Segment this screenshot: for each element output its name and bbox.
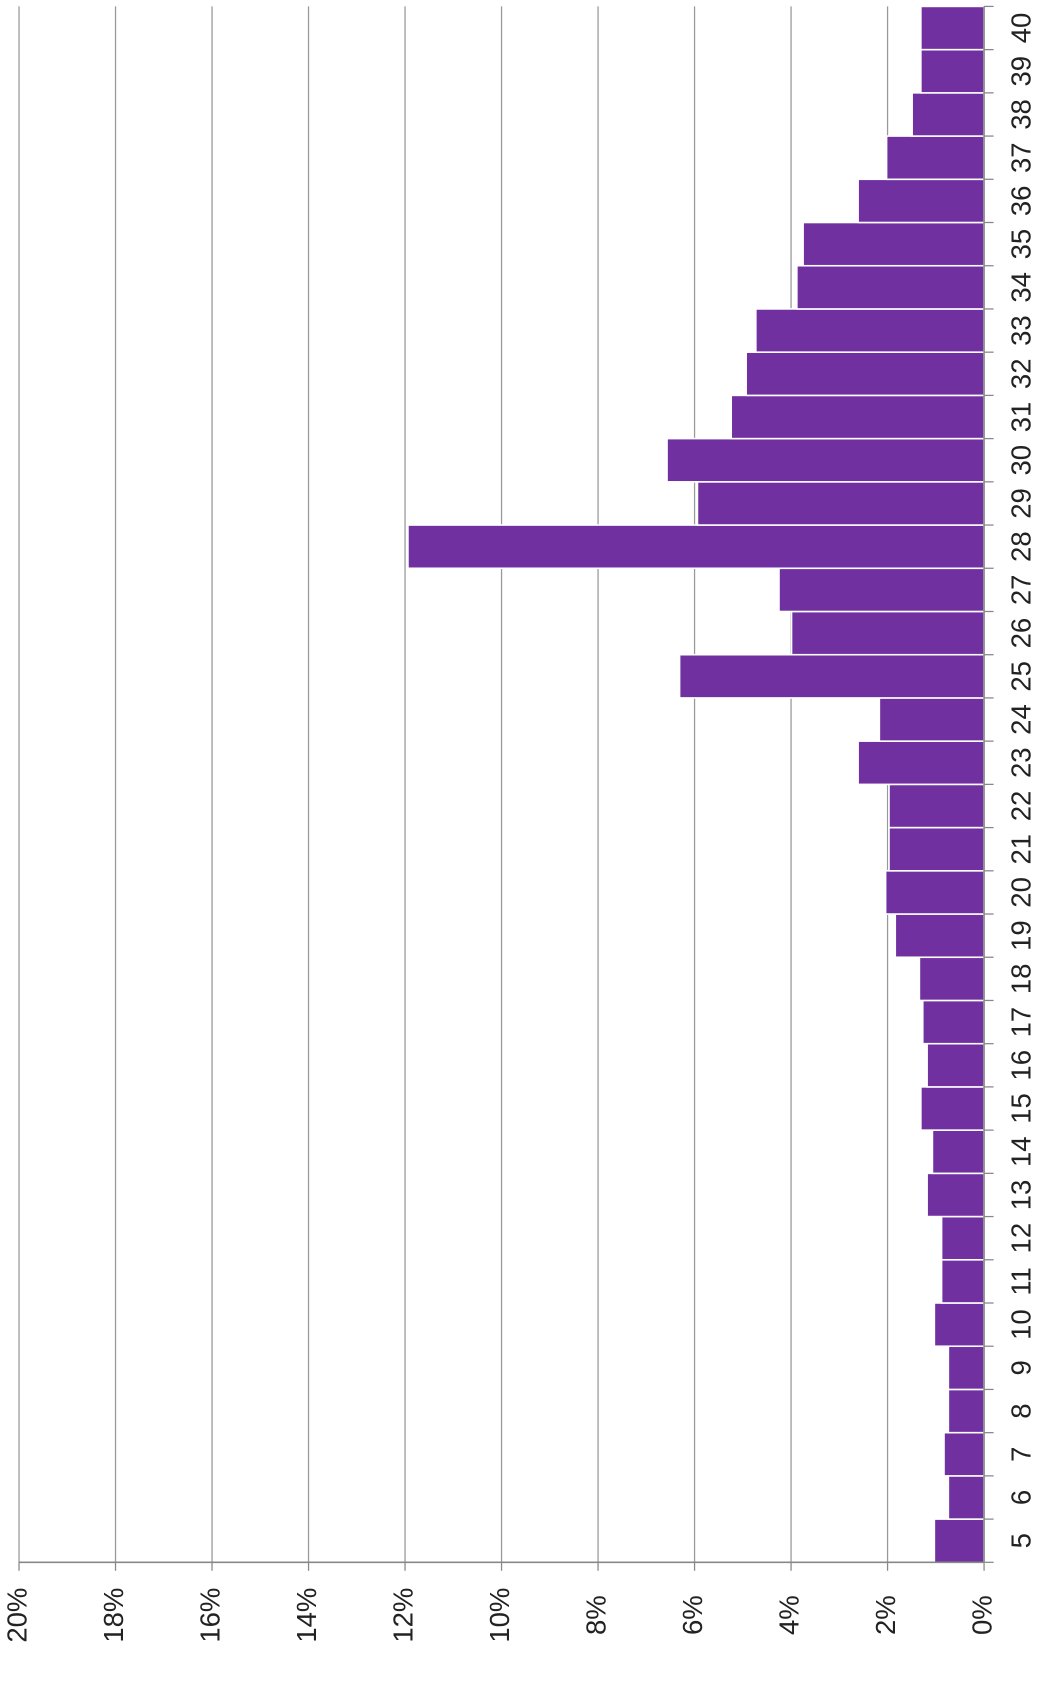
x-tick-label: 21 [1005, 834, 1036, 865]
bar [878, 697, 985, 742]
bar [884, 870, 985, 915]
bar [857, 740, 985, 786]
bar [885, 135, 985, 181]
x-tick-label: 5 [1005, 1533, 1036, 1548]
x-tick-label: 13 [1005, 1180, 1036, 1211]
x-tick-label: 18 [1005, 964, 1036, 995]
x-tick-label: 12 [1005, 1223, 1036, 1254]
y-tick-label: 4% [773, 1595, 804, 1635]
bar [947, 1345, 985, 1391]
x-tick-label: 38 [1005, 99, 1036, 130]
x-tick-label: 20 [1005, 877, 1036, 908]
y-tick-label: 16% [194, 1588, 225, 1643]
y-tick-label: 14% [291, 1588, 322, 1643]
x-tick-label: 39 [1005, 56, 1036, 87]
x-tick-label: 31 [1005, 402, 1036, 433]
bar [666, 437, 985, 483]
bar [407, 524, 985, 570]
y-tick-label: 10% [484, 1588, 515, 1643]
x-tick-label: 29 [1005, 488, 1036, 519]
bar [802, 221, 985, 267]
y-tick-label: 2% [870, 1595, 901, 1635]
bar [888, 826, 985, 872]
x-tick-label: 6 [1005, 1490, 1036, 1505]
x-tick-label: 40 [1005, 13, 1036, 44]
x-tick-label: 27 [1005, 575, 1036, 606]
bar [796, 264, 985, 310]
x-tick-label: 28 [1005, 531, 1036, 562]
y-tick-label: 0% [966, 1595, 997, 1635]
bar [933, 1518, 985, 1564]
bar [926, 1172, 985, 1218]
x-tick-label: 33 [1005, 315, 1036, 346]
bar [778, 567, 985, 613]
bar [918, 956, 985, 1002]
bar [943, 1431, 985, 1477]
x-tick-label: 14 [1005, 1136, 1036, 1167]
bar [947, 1388, 985, 1434]
bar [755, 308, 985, 353]
x-tick-label: 10 [1005, 1309, 1036, 1340]
y-tick-label: 20% [1, 1588, 32, 1643]
x-tick-label: 37 [1005, 142, 1036, 173]
bar [920, 48, 985, 94]
x-tick-label: 35 [1005, 229, 1036, 260]
x-tick-label: 34 [1005, 272, 1036, 303]
bar [696, 481, 985, 526]
x-tick-label: 7 [1005, 1447, 1036, 1462]
bar [888, 783, 985, 829]
bar [678, 653, 985, 699]
bar [931, 1129, 985, 1175]
bar [920, 1086, 985, 1131]
x-tick-label: 11 [1005, 1267, 1036, 1296]
bar [940, 1215, 985, 1261]
x-tick-label: 36 [1005, 186, 1036, 217]
bar [894, 913, 985, 959]
x-tick-label: 17 [1005, 1007, 1036, 1038]
bar [940, 1258, 985, 1304]
bar [745, 351, 985, 397]
x-tick-label: 30 [1005, 445, 1036, 476]
bar [926, 1042, 985, 1088]
bar [933, 1302, 985, 1348]
x-tick-label: 15 [1005, 1093, 1036, 1124]
y-tick-label: 8% [580, 1595, 611, 1635]
bar [730, 394, 985, 440]
x-tick-label: 22 [1005, 791, 1036, 822]
y-tick-label: 18% [98, 1588, 129, 1643]
bar [911, 92, 985, 137]
x-tick-label: 24 [1005, 704, 1036, 735]
x-tick-label: 9 [1005, 1360, 1036, 1375]
bar [920, 5, 985, 51]
x-tick-label: 26 [1005, 618, 1036, 649]
x-tick-label: 19 [1005, 920, 1036, 951]
x-tick-label: 16 [1005, 1050, 1036, 1081]
bar [790, 610, 985, 656]
x-tick-label: 25 [1005, 661, 1036, 692]
bar [921, 999, 985, 1045]
x-tick-label: 23 [1005, 747, 1036, 778]
bar [857, 178, 985, 224]
y-tick-label: 6% [677, 1595, 708, 1635]
y-tick-label: 12% [387, 1588, 418, 1643]
x-tick-label: 32 [1005, 358, 1036, 389]
x-tick-label: 8 [1005, 1403, 1036, 1418]
bar [947, 1475, 985, 1520]
